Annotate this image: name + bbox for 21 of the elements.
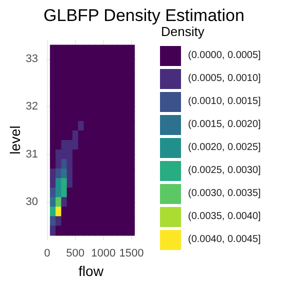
x-tick-label: 1500 xyxy=(119,248,144,260)
x-axis-title: flow xyxy=(78,262,104,279)
color-bar-label: (0.0015, 0.0020] xyxy=(188,118,261,132)
color-bar-label: (0.0040, 0.0045] xyxy=(188,233,261,247)
legend-title: Density xyxy=(161,24,204,39)
x-tick-label: 0 xyxy=(44,248,50,260)
x-tick-label: 500 xyxy=(66,248,84,260)
y-axis-title: level xyxy=(6,126,23,154)
y-tick-label: 32 xyxy=(26,100,38,113)
color-bar-label: (0.0000, 0.0005] xyxy=(188,49,261,63)
y-tick-label: 30 xyxy=(26,196,38,208)
color-bar-label: (0.0025, 0.0030] xyxy=(188,164,261,178)
color-bar-label: (0.0035, 0.0040] xyxy=(188,210,261,224)
x-tick-label: 1000 xyxy=(91,248,116,260)
color-bar-label: (0.0010, 0.0015] xyxy=(188,95,261,109)
color-bar-label: (0.0020, 0.0025] xyxy=(188,141,261,155)
y-tick-label: 31 xyxy=(26,148,38,160)
color-bar-label: (0.0005, 0.0010] xyxy=(188,72,261,86)
y-tick-label: 33 xyxy=(26,53,38,66)
chart-title: GLBFP Density Estimation xyxy=(44,6,244,25)
color-bar-label: (0.0030, 0.0035] xyxy=(188,187,261,201)
